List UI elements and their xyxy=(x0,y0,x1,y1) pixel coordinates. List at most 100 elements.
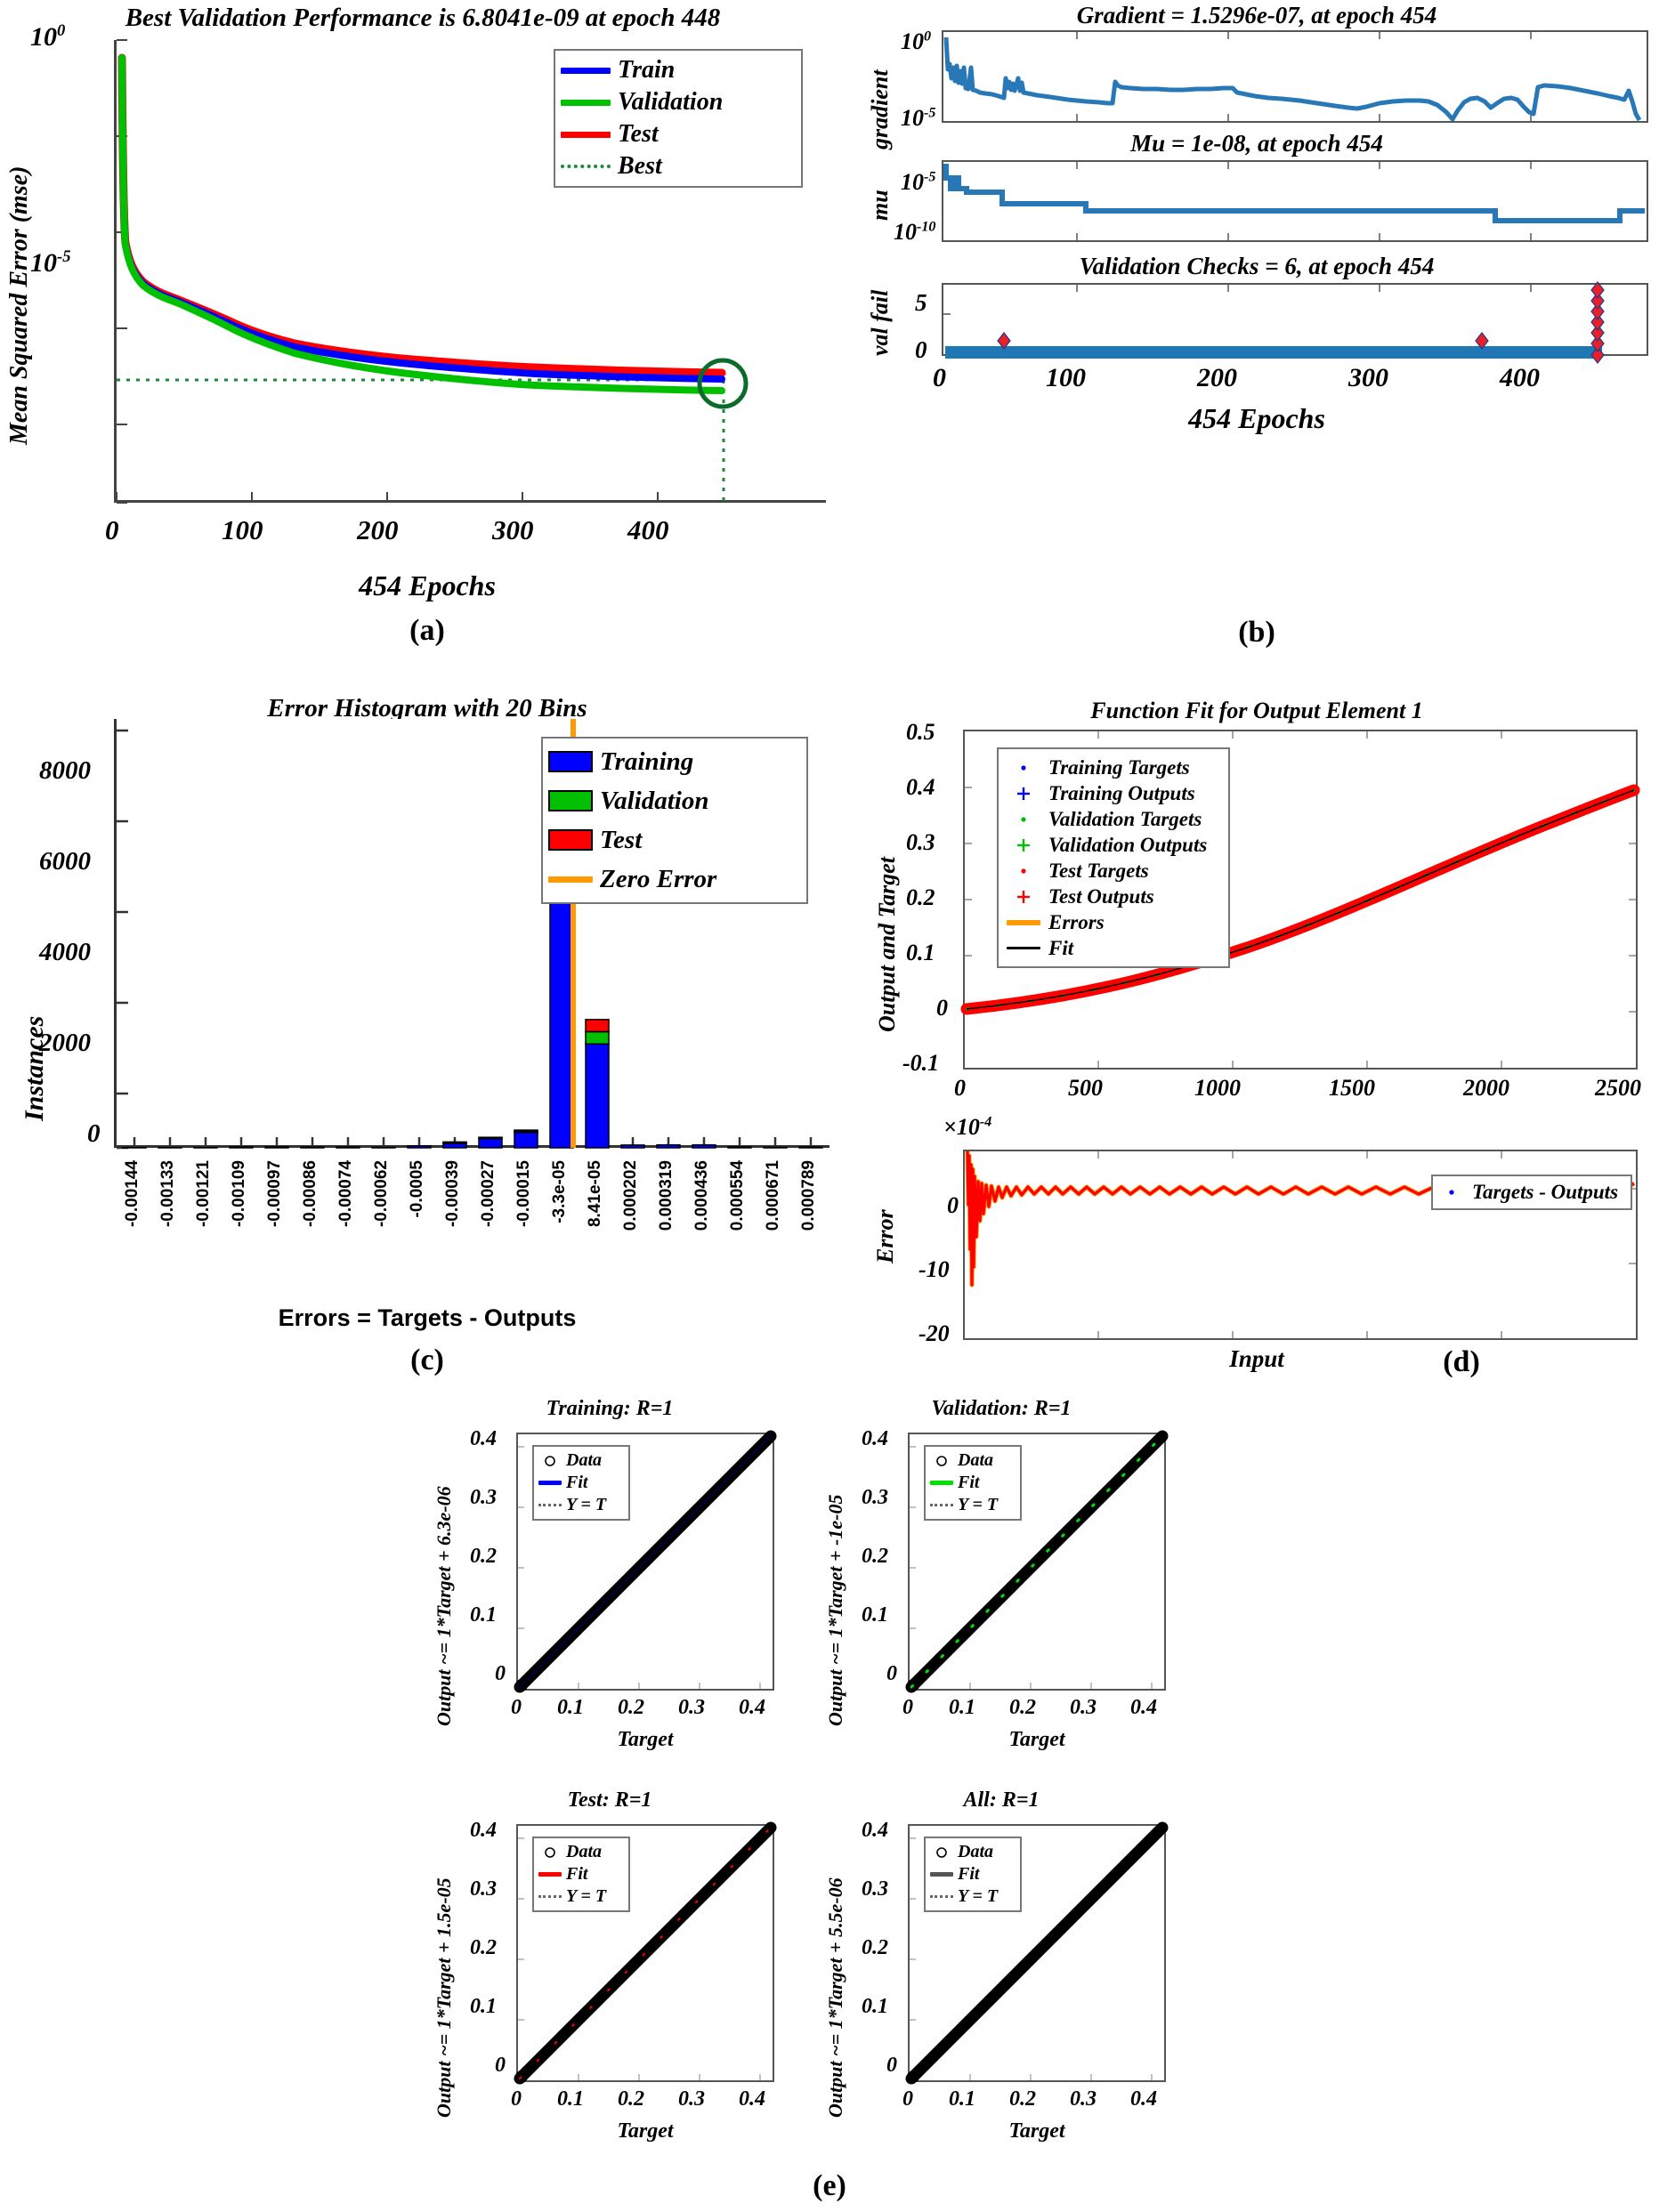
legend-label: Fit xyxy=(958,1864,980,1884)
regression-axes xyxy=(905,1821,1169,2085)
regression-xtick-02: 0.2 xyxy=(1009,1696,1036,1719)
panel-d-xlabel: Input xyxy=(1229,1345,1284,1372)
panel-d-xtick-3: 1500 xyxy=(1329,1075,1375,1101)
regression-ytick-01: 0.1 xyxy=(862,1995,888,2018)
bin-label: 0.000554 xyxy=(728,1160,747,1231)
panel-c-ytick-8000: 8000 xyxy=(39,756,91,785)
legend-label: Fit xyxy=(566,1864,588,1884)
legend-label: Test Targets xyxy=(1048,859,1149,882)
fit-line-swatch-icon xyxy=(930,1872,953,1877)
legend-label: Training Targets xyxy=(1048,755,1190,779)
panel-e-regression: Training: R=1 Output ~= 1*Target + 6.3e-… xyxy=(0,1397,1659,2212)
validation-targets-dot-icon xyxy=(1006,814,1041,825)
fit-line-swatch-icon xyxy=(930,1481,953,1485)
test-color-swatch-icon xyxy=(561,131,611,138)
panel-b-xtick-100: 100 xyxy=(1046,363,1086,392)
panel-b-gradient-plot xyxy=(943,32,1642,122)
bin-label: -0.00062 xyxy=(372,1160,391,1228)
fit-line-swatch-icon xyxy=(538,1872,562,1877)
regression-title: Validation: R=1 xyxy=(931,1397,1072,1420)
regression-title: Test: R=1 xyxy=(567,1788,652,1812)
legend-item: Test Targets xyxy=(1006,858,1221,884)
regression-ytick-03: 0.3 xyxy=(862,1877,888,1901)
bin-label: -0.0005 xyxy=(408,1160,426,1218)
panel-c-caption: (c) xyxy=(410,1344,444,1376)
regression-ytick-03: 0.3 xyxy=(862,1486,888,1509)
bin-label: -0.00039 xyxy=(443,1160,462,1228)
panel-b-valfail-axes xyxy=(942,281,1648,364)
legend-item: Validation Targets xyxy=(1006,806,1221,832)
legend-label: Validation Targets xyxy=(1048,807,1202,830)
panel-b-mu-ytick-1: 10-10 xyxy=(894,219,936,245)
legend-item: Data xyxy=(538,1449,624,1472)
regression-xtick-04: 0.4 xyxy=(1130,1696,1157,1719)
validation-color-swatch-icon xyxy=(561,99,611,106)
legend-label: Validation xyxy=(618,88,724,116)
regression-title: All: R=1 xyxy=(963,1788,1040,1812)
panel-d-ylabel: Output and Target xyxy=(874,857,900,1032)
panel-b-training-state: Gradient = 1.5296e-07, at epoch 454 grad… xyxy=(854,0,1659,676)
bin-label: -0.00133 xyxy=(158,1160,177,1228)
panel-d-fit-plot xyxy=(960,731,1640,1068)
legend-label: Data xyxy=(566,1450,602,1470)
panel-a-ytick-mid: 10-5 xyxy=(30,247,71,278)
regression-xtick-04: 0.4 xyxy=(739,2087,765,2111)
panel-d-xtick-5: 2500 xyxy=(1595,1075,1641,1101)
regression-ylabel: Output ~= 1*Target + 6.3e-06 xyxy=(433,1486,455,1726)
regression-plot-validation: Validation: R=1 Output ~= 1*Target + -1e… xyxy=(810,1397,1193,1771)
panel-b-valfail-ylabel: val fail xyxy=(867,289,893,356)
regression-plot-area xyxy=(905,1430,1169,1693)
regression-ytick-04: 0.4 xyxy=(862,1427,888,1450)
regression-plot-area xyxy=(514,1821,777,2085)
regression-ytick-02: 0.2 xyxy=(862,1936,888,1959)
regression-ytick-01: 0.1 xyxy=(470,1995,497,2018)
legend-label: Fit xyxy=(958,1473,980,1492)
legend-item: Fit xyxy=(538,1863,624,1885)
y-equals-t-dotted-icon xyxy=(538,1895,562,1898)
panel-d-error-ytick-10: -10 xyxy=(919,1256,950,1282)
panel-a-legend: Train Validation Test Best xyxy=(554,49,803,188)
legend-label: Training Outputs xyxy=(1048,781,1195,804)
legend-label: Y = T xyxy=(958,1495,999,1514)
panel-a-caption: (a) xyxy=(409,614,445,647)
legend-item: Validation xyxy=(548,781,801,820)
bin-label: -0.00097 xyxy=(265,1160,284,1228)
legend-item: Train xyxy=(561,54,796,86)
panel-c-ytick-6000: 6000 xyxy=(39,847,91,876)
panel-d-ytick-2: 0.3 xyxy=(906,829,935,855)
panel-c-ytick-0: 0 xyxy=(87,1119,101,1148)
legend-item: Targets - Outputs xyxy=(1438,1179,1625,1206)
panel-a-ylabel: Mean Squared Error (mse) xyxy=(5,165,33,445)
y-equals-t-dotted-icon xyxy=(930,1895,953,1898)
regression-ytick-04: 0.4 xyxy=(862,1819,888,1842)
panel-d-error-ytick-20: -20 xyxy=(919,1320,950,1346)
regression-plot-all: All: R=1 Output ~= 1*Target + 5.5e-06 0.… xyxy=(810,1788,1193,2162)
zero-error-line-swatch-icon xyxy=(548,876,593,883)
panel-d-ytick-0: 0.5 xyxy=(906,719,935,745)
legend-item: Fit xyxy=(930,1863,1016,1885)
bin-label: 0.000789 xyxy=(799,1160,818,1231)
legend-item: Best xyxy=(561,150,796,182)
legend-label: Data xyxy=(958,1450,993,1470)
legend-label: Train xyxy=(618,56,676,84)
legend-label: Data xyxy=(566,1842,602,1861)
data-circle-icon xyxy=(930,1455,953,1467)
bin-label: -0.00074 xyxy=(336,1160,355,1228)
legend-item: Zero Error xyxy=(548,860,801,899)
legend-item: Y = T xyxy=(930,1494,1016,1516)
training-outputs-plus-icon xyxy=(1006,787,1041,801)
panel-d-error-legend: Targets - Outputs xyxy=(1431,1175,1632,1210)
legend-label: Best xyxy=(618,152,662,180)
panel-e-caption: (e) xyxy=(813,2169,846,2202)
panel-a-xtick-100: 100 xyxy=(222,514,263,545)
legend-label: Validation Outputs xyxy=(1048,833,1208,856)
legend-item: Fit xyxy=(1006,935,1221,961)
bin-label: 0.000319 xyxy=(657,1160,676,1231)
regression-ylabel: Output ~= 1*Target + 1.5e-05 xyxy=(433,1877,455,2118)
panel-b-mu-ytick-0: 10-5 xyxy=(901,169,936,195)
regression-legend: Data Fit Y = T xyxy=(532,1445,630,1521)
panel-b-xlabel: 454 Epochs xyxy=(1188,402,1325,434)
bin-label: 0.000436 xyxy=(692,1160,711,1231)
legend-item: Fit xyxy=(930,1472,1016,1494)
legend-item: Y = T xyxy=(930,1885,1016,1908)
